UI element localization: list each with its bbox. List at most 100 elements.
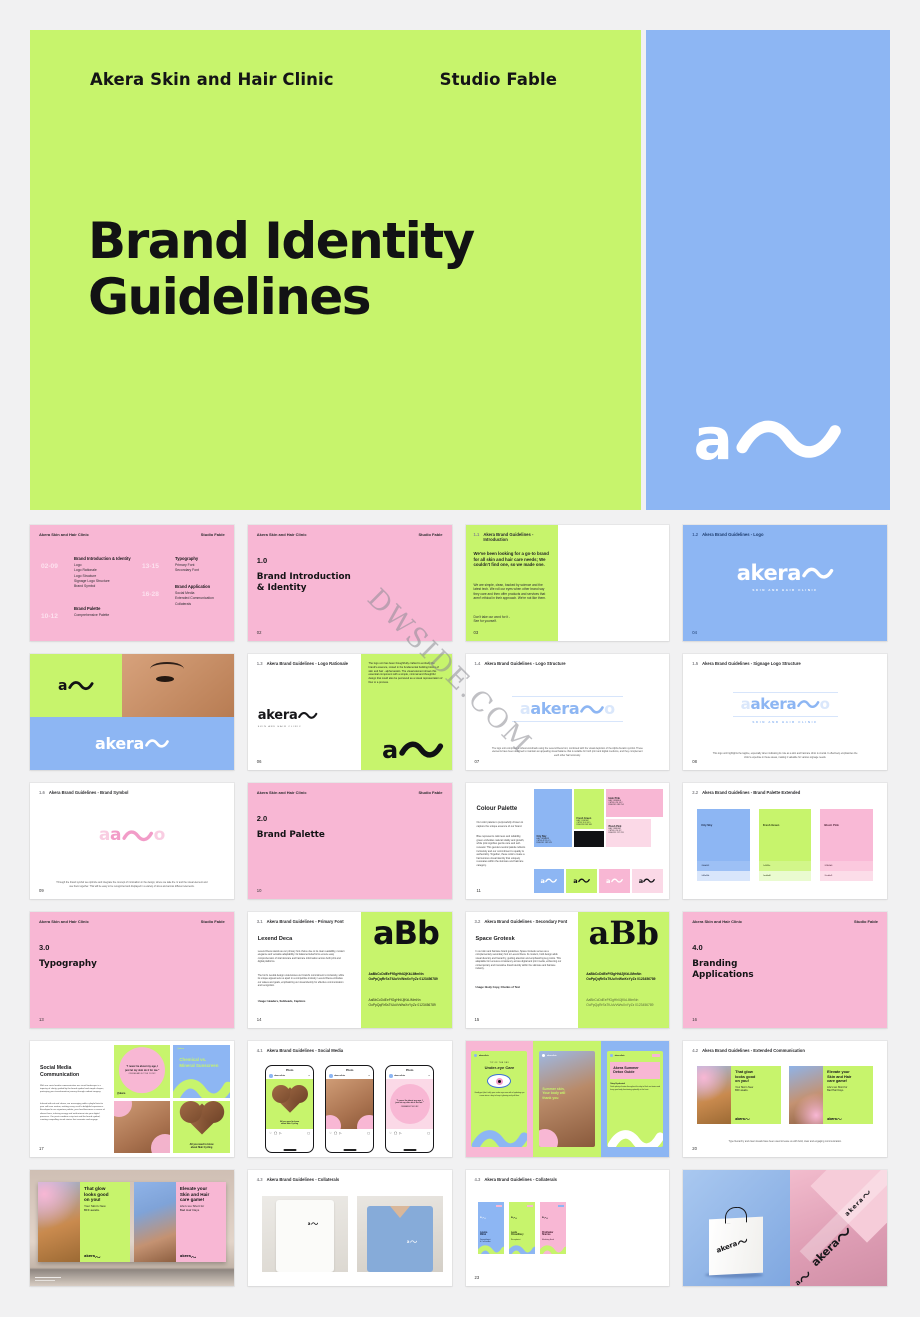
slide-extended-communication[interactable]: 4.2 Akera Brand Guidelines - Extended Com… <box>683 1041 887 1157</box>
share-icon[interactable]: ▷ <box>339 1130 342 1135</box>
brand-symbol-icon: a <box>646 410 890 468</box>
section-title: Branding Applications <box>692 959 754 980</box>
wave-icon <box>543 1216 549 1219</box>
neckline-shape <box>389 1206 410 1218</box>
slide-divider-1[interactable]: Akera Skin and Hair Clinic Studio Fable … <box>247 525 452 641</box>
slide-palette-extended[interactable]: 2.2 Akera Brand Guidelines - Brand Palett… <box>683 783 887 899</box>
wave-icon <box>643 878 656 884</box>
slide-packaging-mockup[interactable]: akera akera akera a <box>683 1170 887 1286</box>
post-heart: All you need to know about Skin Cycling <box>173 1100 230 1153</box>
slide-social-phones[interactable]: 4.1 Akera Brand Guidelines - Social Media… <box>247 1041 452 1157</box>
slide-logo-structure[interactable]: 1.4 Akera Brand Guidelines - Logo Structu… <box>465 654 670 770</box>
like-icon[interactable]: ♡ <box>269 1130 272 1135</box>
avatar <box>269 1074 273 1078</box>
slide-contents[interactable]: Akera Skin and Hair Clinic Studio Fable … <box>30 525 234 641</box>
slide-secondary-font[interactable]: 3.2 Akera Brand Guidelines - Secondary Fo… <box>465 912 670 1028</box>
slide-colour-palette[interactable]: Colour Palette Our color palette is purp… <box>465 783 670 899</box>
slide-stories[interactable]: akera.clinic TIP OF THE DAY Under-eye Ca… <box>465 1041 670 1157</box>
story-body: Gently pat (don't rub) your under-eye ar… <box>474 1092 525 1097</box>
wave-icon <box>863 1191 870 1199</box>
section-number: 3.0 <box>39 943 50 952</box>
slide-logo-collage[interactable]: a akera <box>30 654 234 770</box>
post-title: Chemical vs. Mineral Sunscreen <box>179 1057 219 1068</box>
card-name: Lavina Mittal <box>480 1231 488 1237</box>
symbol-caption: Through the brand symbol we optimize and… <box>56 881 208 888</box>
slide-header-left: Akera Skin and Hair Clinic <box>39 919 89 924</box>
palette-body: Our color palette is purposefully chosen… <box>476 821 524 828</box>
font-alphabet-regular: AaBbCcDdEeFfGgHhIiJjKkLlMmNn OoPpQqRrSsT… <box>586 998 654 1007</box>
like-icon[interactable]: ♡ <box>329 1130 332 1135</box>
poster-ad: That glow looks good on you! Your Skin's… <box>38 1182 130 1262</box>
photo-face-closeup <box>122 654 234 717</box>
post-quote: "I never lie about my age, I just let my… <box>386 1078 434 1129</box>
structure-caption: This logo unit highlights the tagline, e… <box>712 752 858 759</box>
page-number: 14 <box>256 1017 262 1022</box>
poster-ad: Elevate your Skin and Hair care game! Li… <box>133 1182 226 1262</box>
slide-introduction[interactable]: 1.1 Akera Brand Guidelines - Introduction… <box>465 525 670 641</box>
share-icon[interactable]: ▷ <box>279 1130 282 1135</box>
akera-wordmark: akera <box>84 1255 101 1259</box>
akera-wordmark: akera <box>737 563 834 584</box>
page-number: 20 <box>692 1146 697 1151</box>
swatch-city-sky: City Sky HEX #8DB6F3 CMYK 42 25 0 5 RGB … <box>533 789 572 847</box>
toc-pages: 13-15 <box>142 563 159 570</box>
cover-blue-panel: a <box>646 30 890 510</box>
page-number: 03 <box>473 630 479 635</box>
page-number: 16 <box>692 1017 697 1022</box>
wave-icon <box>173 1078 230 1098</box>
wave-icon <box>68 681 94 690</box>
slides-grid: Akera Skin and Hair Clinic Studio Fable … <box>30 525 887 1286</box>
ghost-letter: a <box>519 699 531 718</box>
slide-divider-2[interactable]: Akera Skin and Hair Clinic Studio Fable … <box>247 783 452 899</box>
save-icon[interactable]: ▢ <box>367 1130 371 1135</box>
swatch-blush-pink: Blush Pink HEX #FBD9E7 CMYK 0 14 8 2 RGB… <box>605 819 651 847</box>
slide-billboard-mockup[interactable]: That glow looks good on you! Your Skin's… <box>30 1170 234 1286</box>
save-icon[interactable]: ▢ <box>427 1130 431 1135</box>
poster-headline: Elevate your Skin and Hair care game! <box>179 1186 210 1203</box>
story-detox-guide: akera.clinic Akera Summer Detox Guide St… <box>607 1051 664 1147</box>
collage-blue-cell: akera <box>30 717 234 770</box>
palette-card-city-sky: City Sky #8db6f3 #d9e6fb <box>697 809 750 881</box>
slide-logo[interactable]: 1.2 Akera Brand Guidelines - Logo akera S… <box>683 525 887 641</box>
brand-tagline: SKIN AND HAIR CLINIC <box>752 720 818 724</box>
share-icon[interactable]: ▷ <box>399 1130 402 1135</box>
page-number: 08 <box>692 759 697 764</box>
poster-subline: Life's too Short for Bad Hair Days <box>179 1204 205 1213</box>
slide-collaterals-id[interactable]: 4.3 Akera Brand Guidelines - Collaterals … <box>465 1170 670 1286</box>
akera-wordmark: akera <box>180 1255 197 1259</box>
comment-icon[interactable]: ◯ <box>393 1130 398 1135</box>
cover-studio: Studio Fable <box>439 70 558 89</box>
rationale-body: The logo unit has been thoughtfully craf… <box>368 662 443 684</box>
wave-icon <box>545 878 558 884</box>
akera-wordmark: akera <box>735 1117 750 1121</box>
slide-logo-rationale[interactable]: 1.3 Akera Brand Guidelines - Logo Rationa… <box>247 654 452 770</box>
comment-icon[interactable]: ◯ <box>333 1130 338 1135</box>
slide-collaterals-apparel[interactable]: 4.3 Akera Brand Guidelines - Collaterals … <box>247 1170 452 1286</box>
phone-mockup: Photo akera.clinic ••• All you need to kn… <box>265 1065 315 1153</box>
specimen-panel: aBb AaBbCcDdEeFfGgHhIiJjKkLlMmNn OoPpQqR… <box>360 912 452 1028</box>
wave-icon <box>610 878 623 884</box>
intro-body: We are simple, clean, backed by science … <box>473 583 546 601</box>
font-specimen: aBb <box>588 914 659 952</box>
slide-primary-font[interactable]: 3.1 Akera Brand Guidelines - Primary Font… <box>247 912 452 1028</box>
banner-subline: Your Skin's New BFF awaits. <box>735 1086 754 1093</box>
font-body: In our skin and haircare brand guideline… <box>475 950 562 971</box>
font-body: Lexend Deca stands as our primary font c… <box>257 950 345 964</box>
rationale-green-panel: The logo unit has been thoughtfully craf… <box>360 654 452 770</box>
slide-signage-structure[interactable]: 1.5 Akera Brand Guidelines - Signage Logo… <box>683 654 887 770</box>
save-icon[interactable]: ▢ <box>307 1130 311 1135</box>
slide-brand-symbol[interactable]: 1.6 Akera Brand Guidelines - Brand Symbol… <box>30 783 234 899</box>
slide-divider-3[interactable]: Akera Skin and Hair Clinic Studio Fable … <box>30 912 234 1028</box>
palette-cards: City Sky #8db6f3 #d9e6fb Fresh Green #c6… <box>697 809 873 881</box>
like-icon[interactable]: ♡ <box>389 1130 392 1135</box>
poster-headline: That glow looks good on you! <box>84 1186 109 1203</box>
photo-man <box>697 1066 732 1124</box>
logo-swatch: a <box>599 869 630 893</box>
social-body: Infused with wit and charm, our messagin… <box>40 1103 105 1121</box>
photo-white-shirt: a <box>261 1196 348 1272</box>
comment-icon[interactable]: ◯ <box>273 1130 278 1135</box>
card-name: Prabhakar Sharma <box>542 1231 554 1237</box>
slide-divider-4[interactable]: Akera Skin and Hair Clinic Studio Fable … <box>683 912 887 1028</box>
slide-social-communication[interactable]: Social Media Communication With our soci… <box>30 1041 234 1157</box>
